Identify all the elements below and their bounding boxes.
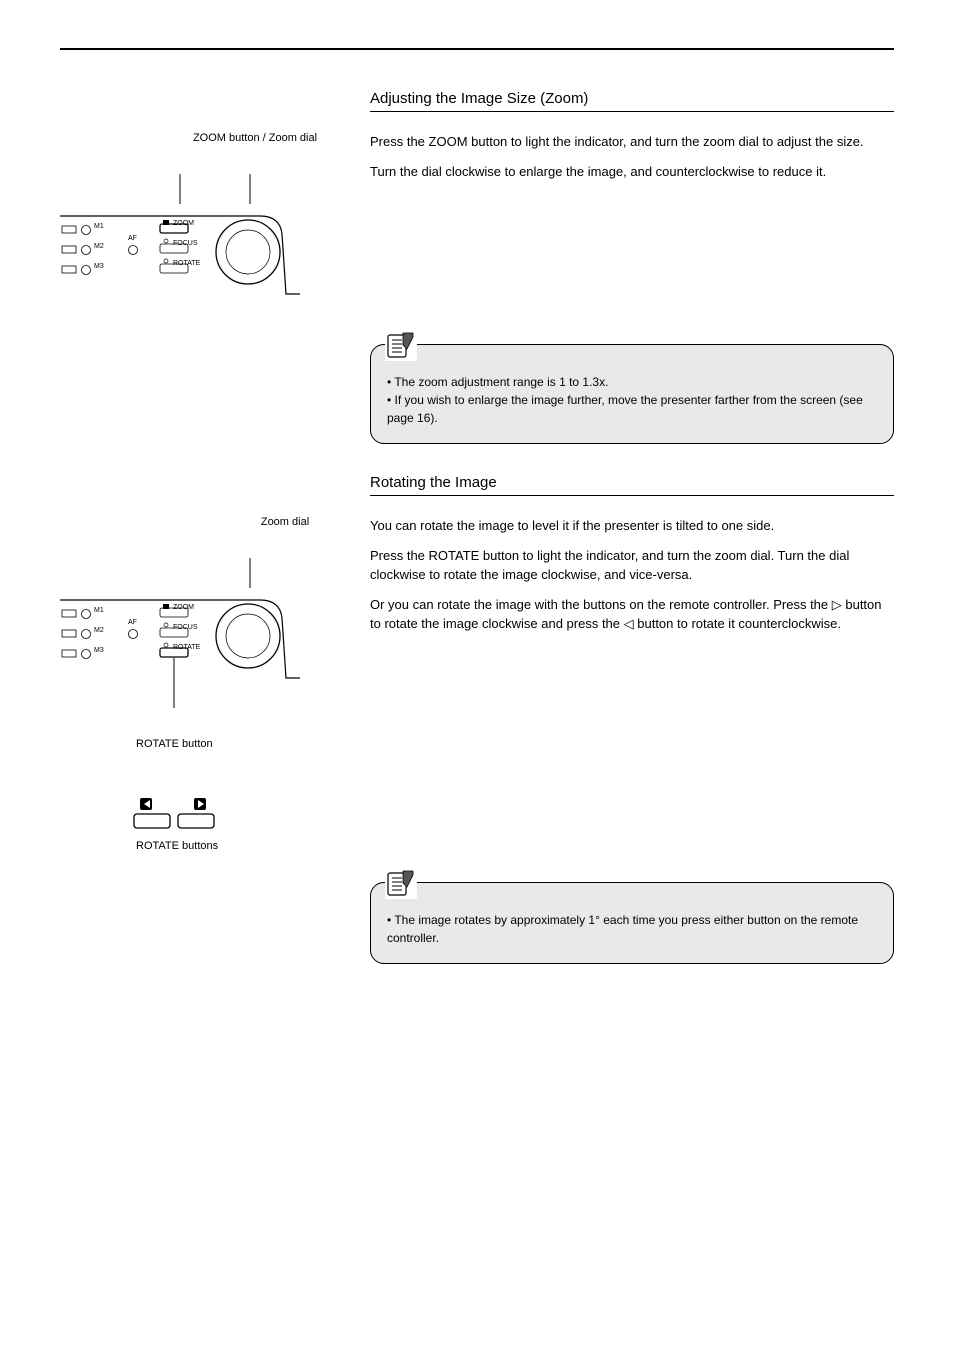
m2-label-2: M2 [94,627,104,634]
rotate-label-2: ROTATE [173,644,201,651]
m1-label: M1 [94,223,104,230]
rotate-panel-top-label: Zoom dial [220,516,350,528]
section-title-rotate: Rotating the Image [370,474,894,496]
section1-left: ZOOM button / Zoom dial M1 M2 M3 [60,132,370,314]
control-panel-diagram-2: M1 M2 M3 AF ZOOM FOCUS ROTATE [60,558,300,738]
section1-p1: Press the ZOOM button to light the indic… [370,132,894,152]
remote-button-diagram: ROTATE buttons [130,780,350,852]
section2-p1: You can rotate the image to level it if … [370,516,894,536]
section1-row: ZOOM button / Zoom dial M1 M2 M3 [60,132,894,314]
m2-label: M2 [94,243,104,250]
section1-note-line1: • If you wish to enlarge the image furth… [387,391,877,427]
af-label-2: AF [128,619,137,626]
section2-body: You can rotate the image to level it if … [370,516,894,634]
zoom-label-1: ZOOM [173,220,194,227]
m1-label-2: M1 [94,607,104,614]
zoom-label-2: ZOOM [173,604,194,611]
focus-label-2: FOCUS [173,624,198,631]
note-icon [385,329,417,361]
af-label: AF [128,235,137,242]
section1-note: • The zoom adjustment range is 1 to 1.3x… [370,344,894,444]
section2-row: Zoom dial M1 M2 M3 AF ZOOM [60,516,894,852]
section2-note: • The image rotates by approximately 1° … [370,882,894,964]
focus-label-1: FOCUS [173,240,198,247]
section2-p3: Or you can rotate the image with the but… [370,595,894,634]
note-icon [385,867,417,899]
remote-rotate-label: ROTATE buttons [136,840,350,852]
rotate-panel-bottom-label: ROTATE button [136,738,350,750]
m3-label-2: M3 [94,647,104,654]
m3-label: M3 [94,263,104,270]
rotate-label-1: ROTATE [173,260,201,267]
section2-p2: Press the ROTATE button to light the ind… [370,546,894,585]
section1-note-line0: • The zoom adjustment range is 1 to 1.3x… [387,373,877,391]
section2-note-line0: • The image rotates by approximately 1° … [387,911,877,947]
page-header-rule [60,40,894,50]
control-panel-diagram-1: M1 M2 M3 AF ZOOM FOCUS ROTATE [60,174,300,314]
zoom-panel-top-label: ZOOM button / Zoom dial [160,132,350,144]
section1-p2: Turn the dial clockwise to enlarge the i… [370,162,894,182]
section-title-zoom: Adjusting the Image Size (Zoom) [370,90,894,112]
section1-body: Press the ZOOM button to light the indic… [370,132,894,181]
section2-left: Zoom dial M1 M2 M3 AF ZOOM [60,516,370,852]
